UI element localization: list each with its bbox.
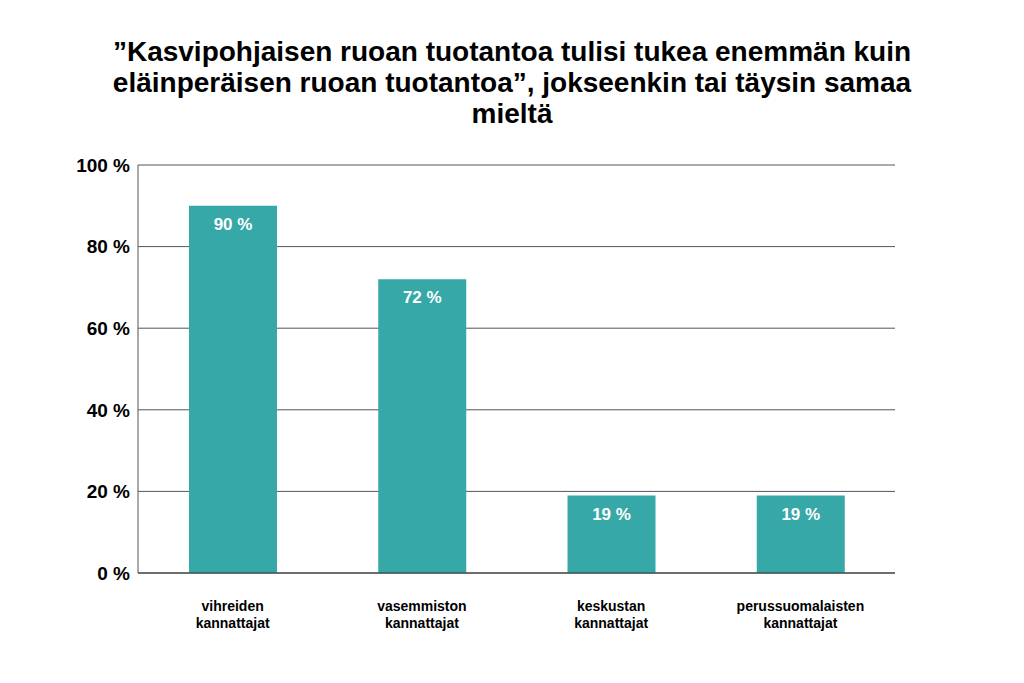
svg-text:vasemmistonkannattajat: vasemmistonkannattajat [377,598,466,631]
svg-text:20 %: 20 % [87,481,130,502]
svg-text:19 %: 19 % [781,505,820,524]
svg-text:0 %: 0 % [97,563,130,584]
svg-text:72 %: 72 % [403,288,442,307]
svg-text:19 %: 19 % [592,505,631,524]
html-text:”Kasvipohjaisen ruoan tuotanto: ”Kasvipohjaisen ruoan tuotantoa tulisi t… [112,36,912,129]
svg-text:90 %: 90 % [214,215,253,234]
svg-text:100 %: 100 % [76,155,130,176]
svg-text:40 %: 40 % [87,400,130,421]
svg-text:perussuomalaistenkannattajat: perussuomalaistenkannattajat [737,598,865,631]
svg-text:vihreidenkannattajat: vihreidenkannattajat [196,598,270,631]
svg-text:60 %: 60 % [87,318,130,339]
svg-text:80 %: 80 % [87,236,130,257]
svg-text:keskustankannattajat: keskustankannattajat [574,598,648,631]
